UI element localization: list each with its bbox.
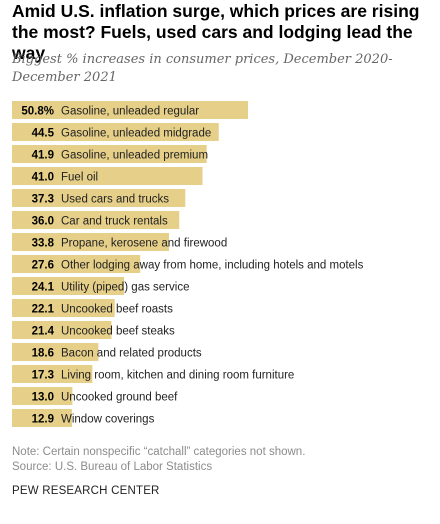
value-label-4: 41.0 [32,172,54,184]
category-label-10: Uncooked beef roasts [61,304,173,316]
value-label-3: 41.9 [32,150,54,162]
value-label-12: 18.6 [32,348,54,360]
bar-7 [12,233,170,251]
chart-source: Source: U.S. Bureau of Labor Statistics [12,461,213,473]
value-label-9: 24.1 [32,282,55,294]
category-label-6: Car and truck rentals [61,216,168,228]
bar-14 [12,387,73,405]
value-label-7: 33.8 [32,238,55,250]
category-label-13: Living room, kitchen and dining room fur… [61,370,294,382]
category-label-4: Fuel oil [61,172,98,184]
bar-4 [12,167,203,185]
bar-8 [12,255,141,273]
value-label-15: 12.9 [32,414,54,426]
value-label-6: 36.0 [32,216,54,228]
bar-9 [12,277,124,295]
category-label-7: Propane, kerosene and firewood [61,238,227,250]
bar-2 [12,123,219,141]
bar-1 [12,101,248,119]
category-label-9: Utility (piped) gas service [61,282,189,294]
value-label-2: 44.5 [32,128,55,140]
bar-15 [12,409,72,427]
bars-group: 50.8% Gasoline, unleaded regular 44.5 Gasol… [12,101,364,427]
category-label-8: Other lodging away from home, including … [61,260,364,272]
category-label-2: Gasoline, unleaded midgrade [61,128,211,140]
bar-6 [12,211,180,229]
bar-11 [12,321,112,339]
category-label-15: Window coverings [61,414,155,426]
bar-chart: 50.8% Gasoline, unleaded regular 44.5 Gasol… [12,101,364,427]
bar-13 [12,365,93,383]
chart-subtitle: Biggest % increases in consumer prices, … [12,52,393,85]
value-label-11: 21.4 [32,326,55,338]
bar-5 [12,189,186,207]
chart-note: Note: Certain nonspecific “catchall” cat… [12,446,306,458]
category-label-14: Uncooked ground beef [61,392,178,404]
value-label-1: 50.8% [21,106,54,118]
category-label-3: Gasoline, unleaded premium [61,150,208,162]
org-credit: PEW RESEARCH CENTER [12,485,160,497]
chart-title: Amid U.S. inflation surge, which prices … [12,1,420,63]
bar-12 [12,343,99,361]
value-label-14: 13.0 [32,392,54,404]
value-label-5: 37.3 [32,194,54,206]
bar-3 [12,145,207,163]
category-label-1: Gasoline, unleaded regular [61,106,199,118]
value-label-10: 22.1 [32,304,55,316]
value-label-8: 27.6 [32,260,54,272]
category-label-11: Uncooked beef steaks [61,326,175,338]
value-label-13: 17.3 [32,370,54,382]
category-label-12: Bacon and related products [61,348,202,360]
category-label-5: Used cars and trucks [61,194,169,206]
bar-10 [12,299,115,317]
